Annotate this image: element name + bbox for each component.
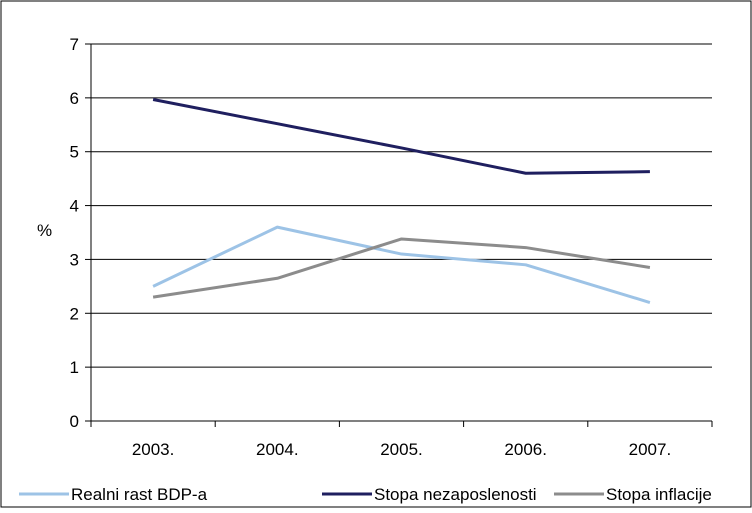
x-tick-label: 2005.: [380, 440, 423, 459]
x-tick-label: 2006.: [504, 440, 547, 459]
x-tick-label: 2004.: [256, 440, 299, 459]
y-tick-label: 0: [70, 412, 79, 431]
x-tick-label: 2007.: [629, 440, 672, 459]
y-tick-label: 2: [70, 304, 79, 323]
series-line-2: [152, 98, 650, 175]
legend: Realni rast BDP-a Stopa nezaposlenosti Sto…: [19, 485, 712, 504]
series-line-3: [152, 237, 651, 299]
y-tick-label: 5: [70, 143, 79, 162]
series-line-1: [152, 225, 651, 304]
y-tick-label: 6: [70, 89, 79, 108]
legend-label-2: Stopa nezaposlenosti: [374, 485, 537, 504]
series-lines: [152, 98, 651, 304]
legend-label-3: Stopa inflacije: [606, 485, 712, 504]
y-tick-labels: 0 1 2 3 4 5 6 7: [70, 35, 79, 431]
y-tick-label: 7: [70, 35, 79, 54]
axes: [85, 43, 713, 427]
y-tick-label: 4: [70, 197, 79, 216]
y-axis-label: %: [37, 221, 52, 240]
x-tick-labels: 2003. 2004. 2005. 2006. 2007.: [132, 440, 671, 459]
legend-label-1: Realni rast BDP-a: [71, 485, 208, 504]
y-tick-label: 3: [70, 250, 79, 269]
x-tick-label: 2003.: [132, 440, 175, 459]
y-tick-label: 1: [70, 358, 79, 377]
gridlines: [91, 43, 712, 368]
